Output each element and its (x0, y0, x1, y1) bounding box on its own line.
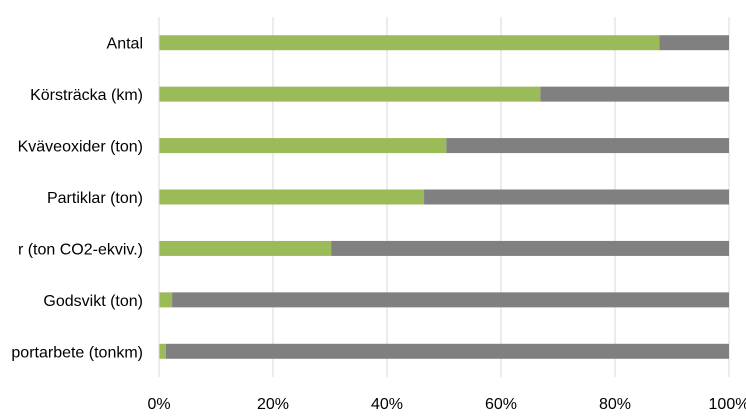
category-label: Kväveoxider (ton) (18, 139, 143, 156)
bar-segment (159, 240, 332, 256)
x-tick-label: 0% (147, 396, 170, 413)
x-tick-label: 100% (709, 396, 746, 413)
category-label: Antal (107, 36, 143, 53)
bar-segment (659, 35, 729, 51)
bar-segment (424, 189, 729, 205)
bar-series (159, 35, 730, 359)
category-labels: Antal Körsträcka (km) Kväveoxider (ton) Par… (11, 36, 143, 362)
bar-segment (446, 138, 729, 154)
bar-segment (159, 86, 541, 102)
bar-segment (165, 343, 730, 359)
bar-segment (331, 240, 729, 256)
bar-segment (540, 86, 729, 102)
bar-segment (159, 343, 166, 359)
bar-segment (159, 138, 447, 154)
category-label: Körsträcka (km) (30, 87, 143, 104)
x-tick-label: 80% (599, 396, 631, 413)
x-tick-label: 40% (371, 396, 403, 413)
x-tick-labels: 0% 20% 40% 60% 80% 100% (147, 396, 746, 413)
bar-segment (172, 292, 730, 308)
category-label: portarbete (tonkm) (11, 344, 143, 361)
x-tick-label: 60% (485, 396, 517, 413)
bar-segment (159, 292, 173, 308)
bar-segment (159, 189, 425, 205)
category-label: Godsvikt (ton) (43, 293, 143, 310)
category-label: r (ton CO2-ekviv.) (18, 241, 143, 258)
x-tick-label: 20% (257, 396, 289, 413)
category-label: Partiklar (ton) (47, 190, 143, 207)
bar-segment (159, 35, 660, 51)
